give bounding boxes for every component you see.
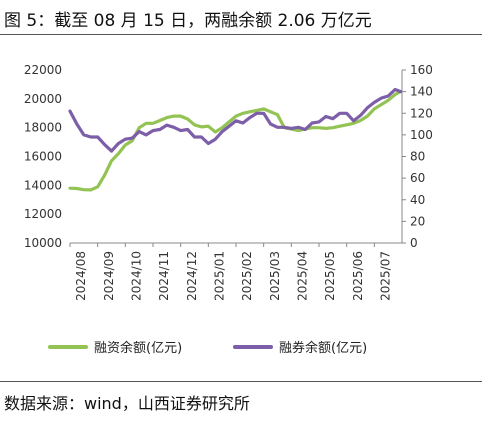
- legend-label-lending: 融券余额(亿元): [279, 340, 367, 356]
- x-tick-label: 2025/03: [268, 251, 282, 301]
- left-y-tick-label: 10000: [24, 236, 62, 250]
- right-y-tick-label: 0: [410, 236, 418, 250]
- x-tick-label: 2025/01: [213, 251, 227, 301]
- left-y-tick-label: 18000: [24, 121, 62, 135]
- left-y-tick-label: 20000: [24, 92, 62, 106]
- right-y-tick-label: 120: [410, 106, 433, 120]
- left-y-tick-label: 14000: [24, 178, 62, 192]
- x-tick-label: 2024/08: [74, 251, 88, 301]
- right-y-tick-label: 140: [410, 85, 433, 99]
- chart-axes: 22000 20000 18000 16000 14000 12000 10000 160 14…: [24, 63, 433, 301]
- right-y-tick-label: 20: [410, 214, 425, 228]
- x-tick-label: 2025/04: [296, 251, 310, 301]
- x-tick-label: 2024/11: [157, 251, 171, 301]
- financing-balance-line: [68, 89, 403, 192]
- x-tick-label: 2025/06: [351, 251, 365, 301]
- right-y-tick-label: 80: [410, 150, 425, 164]
- x-tick-label: 2025/05: [323, 251, 337, 301]
- x-tick-label: 2025/02: [240, 251, 254, 301]
- left-y-tick-label: 12000: [24, 207, 62, 221]
- x-tick-label: 2024/12: [185, 251, 199, 301]
- bottom-divider: [0, 381, 482, 382]
- legend-label-financing: 融资余额(亿元): [94, 340, 182, 356]
- right-y-tick-label: 160: [410, 63, 433, 77]
- right-y-tick-label: 100: [410, 128, 433, 142]
- x-tick-label: 2024/09: [102, 251, 116, 301]
- source-note: 数据来源：wind，山西证券研究所: [4, 394, 250, 413]
- right-y-tick-label: 40: [410, 193, 425, 207]
- right-y-tick-label: 60: [410, 171, 425, 185]
- left-y-tick-label: 22000: [24, 63, 62, 77]
- chart-legend: 融资余额(亿元) 融券余额(亿元): [48, 340, 367, 356]
- chart-title: 图 5：截至 08 月 15 日，两融余额 2.06 万亿元: [4, 11, 372, 31]
- securities-lending-balance-line: [68, 87, 403, 153]
- left-y-tick-label: 16000: [24, 150, 62, 164]
- x-tick-label: 2025/07: [379, 251, 393, 301]
- x-tick-label: 2024/10: [130, 251, 144, 301]
- chart-series: [68, 87, 403, 192]
- top-divider: [0, 34, 482, 35]
